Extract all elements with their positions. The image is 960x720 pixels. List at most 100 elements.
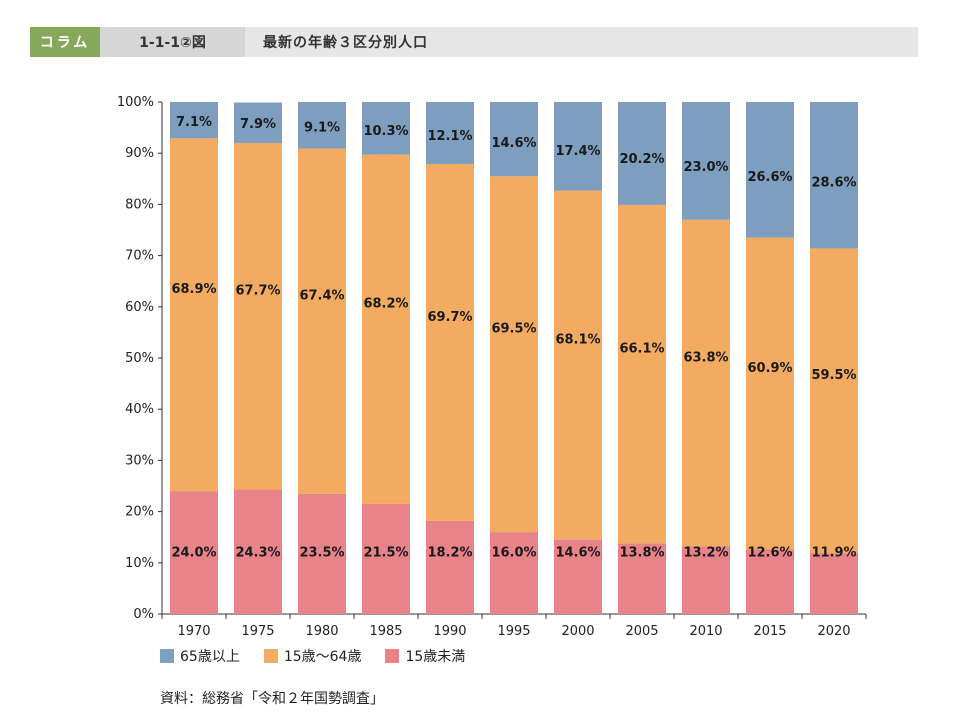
data-label-15to64-1970: 68.9% xyxy=(171,282,216,297)
data-label-65plus-1975: 7.9% xyxy=(240,117,276,132)
data-label-under15-1995: 16.0% xyxy=(491,546,536,561)
data-label-65plus-1985: 10.3% xyxy=(363,124,408,139)
x-tick-label: 1980 xyxy=(305,624,338,639)
data-label-under15-2000: 14.6% xyxy=(555,546,600,561)
data-label-15to64-1980: 67.4% xyxy=(299,289,344,304)
bar-segment-age65plus-1990 xyxy=(426,102,474,164)
data-label-under15-1990: 18.2% xyxy=(427,546,472,561)
bar-segment-under15-2000 xyxy=(554,539,602,614)
legend-swatch-15to64 xyxy=(263,649,278,663)
bar-segment-under15-1990 xyxy=(426,520,474,614)
x-tick-label: 2010 xyxy=(689,624,722,639)
y-tick-label: 40% xyxy=(125,402,154,417)
y-tick-label: 30% xyxy=(125,453,154,468)
stacked-bar-chart: 0% 10% 20% 30% 40% 50% 60% 70% 80% 90% 100% 1970 197… xyxy=(117,95,867,639)
chart-legend: 65歳以上 15歳～64歳 15歳未満 xyxy=(160,646,489,666)
data-label-15to64-1985: 68.2% xyxy=(363,297,408,312)
legend-item-65plus: 65歳以上 xyxy=(160,646,240,666)
bar-segment-under15-1975 xyxy=(234,489,282,614)
bar-segment-age15to64-2020 xyxy=(810,248,858,554)
data-label-under15-1985: 21.5% xyxy=(363,546,408,561)
bar-segment-age15to64-2005 xyxy=(618,204,666,544)
data-label-under15-1975: 24.3% xyxy=(235,546,280,561)
legend-label-under15: 15歳未満 xyxy=(405,649,466,665)
figure-number: 1-1-1②図 xyxy=(100,27,245,57)
data-label-65plus-1970: 7.1% xyxy=(176,115,212,130)
bar-segment-under15-2020 xyxy=(810,553,858,614)
data-label-15to64-2020: 59.5% xyxy=(811,368,856,383)
data-label-15to64-2005: 66.1% xyxy=(619,342,664,357)
bar-segment-under15-2015 xyxy=(746,549,794,614)
y-tick-label: 10% xyxy=(125,556,154,571)
bar-segment-age65plus-2020 xyxy=(810,102,858,249)
data-label-15to64-2015: 60.9% xyxy=(747,361,792,376)
bar-segment-age65plus-2010 xyxy=(682,102,730,220)
figure-header: コラム 1-1-1②図 最新の年齢３区分別人口 xyxy=(30,27,918,57)
data-label-under15-2010: 13.2% xyxy=(683,546,728,561)
data-label-65plus-2015: 26.6% xyxy=(747,170,792,185)
data-label-under15-1970: 24.0% xyxy=(171,546,216,561)
bar-segment-age15to64-2000 xyxy=(554,190,602,540)
data-label-65plus-1980: 9.1% xyxy=(304,121,340,136)
bar-segment-age15to64-1985 xyxy=(362,154,410,504)
legend-label-65plus: 65歳以上 xyxy=(180,649,240,665)
legend-swatch-65plus xyxy=(160,649,174,663)
x-tick-label: 2015 xyxy=(753,624,786,639)
x-tick-label: 2000 xyxy=(561,624,594,639)
x-tick-label: 1970 xyxy=(177,624,210,639)
bar-segment-age65plus-1985 xyxy=(362,102,410,155)
data-label-65plus-2020: 28.6% xyxy=(811,176,856,191)
bar-segment-age15to64-2015 xyxy=(746,237,794,550)
bar-segment-age15to64-1975 xyxy=(234,142,282,490)
bar-segment-age65plus-2005 xyxy=(618,102,666,205)
bar-segment-under15-2010 xyxy=(682,546,730,614)
data-label-15to64-1975: 67.7% xyxy=(235,284,280,299)
bar-segment-under15-2005 xyxy=(618,543,666,614)
bar-segment-age15to64-2010 xyxy=(682,219,730,547)
x-tick-label: 1975 xyxy=(241,624,274,639)
x-tick-label: 1995 xyxy=(497,624,530,639)
x-tick-label: 2020 xyxy=(817,624,850,639)
bar-segment-age65plus-1970 xyxy=(170,102,218,139)
data-label-65plus-2010: 23.0% xyxy=(683,160,728,175)
x-tick-label: 2005 xyxy=(625,624,658,639)
data-label-under15-2020: 11.9% xyxy=(811,546,856,561)
bar-segment-age65plus-1980 xyxy=(298,102,346,149)
y-tick-label: 20% xyxy=(125,505,154,520)
data-label-under15-2005: 13.8% xyxy=(619,546,664,561)
bar-segment-age15to64-1990 xyxy=(426,163,474,521)
y-tick-label: 50% xyxy=(125,351,154,366)
bar-segment-under15-1985 xyxy=(362,503,410,614)
legend-label-15to64: 15歳～64歳 xyxy=(283,649,362,665)
x-tick-label: 1990 xyxy=(433,624,466,639)
y-tick-label: 60% xyxy=(125,300,154,315)
data-label-under15-2015: 12.6% xyxy=(747,546,792,561)
legend-item-under15: 15歳未満 xyxy=(385,646,465,666)
bar-segment-age65plus-1995 xyxy=(490,102,538,177)
data-label-under15-1980: 23.5% xyxy=(299,546,344,561)
bar-segment-age15to64-1980 xyxy=(298,148,346,494)
bar-segment-age65plus-2015 xyxy=(746,102,794,238)
data-label-15to64-1990: 69.7% xyxy=(427,310,472,325)
data-label-65plus-2000: 17.4% xyxy=(555,144,600,159)
y-tick-label: 90% xyxy=(125,146,154,161)
data-label-15to64-1995: 69.5% xyxy=(491,322,536,337)
y-tick-label: 100% xyxy=(117,95,154,110)
data-label-15to64-2010: 63.8% xyxy=(683,350,728,365)
bar-segment-age65plus-1975 xyxy=(234,102,282,143)
x-tick-label: 1985 xyxy=(369,624,402,639)
data-label-65plus-2005: 20.2% xyxy=(619,152,664,167)
bar-segment-under15-1995 xyxy=(490,532,538,614)
figure-title: 最新の年齢３区分別人口 xyxy=(263,35,428,51)
column-tag: コラム xyxy=(30,27,100,57)
y-tick-label: 80% xyxy=(125,197,154,212)
y-tick-label: 70% xyxy=(125,249,154,264)
data-label-15to64-2000: 68.1% xyxy=(555,332,600,347)
data-label-65plus-1990: 12.1% xyxy=(427,129,472,144)
source-note: 資料：総務省「令和２年国勢調査」 xyxy=(160,691,384,707)
bar-segment-under15-1980 xyxy=(298,493,346,614)
bar-segment-age15to64-1995 xyxy=(490,176,538,533)
bar-segment-under15-1970 xyxy=(170,491,218,614)
bar-segment-age15to64-1970 xyxy=(170,138,218,492)
y-tick-label: 0% xyxy=(133,607,154,622)
